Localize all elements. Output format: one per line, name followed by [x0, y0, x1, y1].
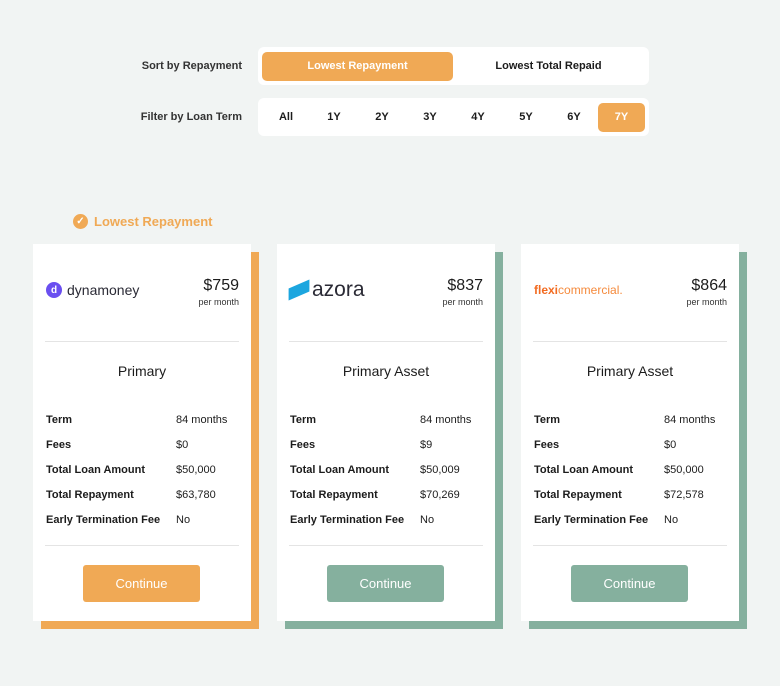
filter-3y[interactable]: 3Y: [423, 111, 437, 123]
value: No: [664, 513, 679, 526]
row-early-termination: Early Termination Fee No: [290, 507, 483, 532]
value: $50,009: [420, 463, 460, 476]
per-month: per month: [198, 297, 239, 307]
divider: [533, 545, 727, 546]
filter-2y[interactable]: 2Y: [375, 111, 389, 123]
lender-name: dynamoney: [67, 282, 140, 298]
filter-7y[interactable]: 7Y: [598, 102, 645, 132]
lender-logo: d dynamoney: [46, 276, 139, 304]
product-type: Primary: [117, 363, 167, 379]
lowest-repayment-badge: ✓ Lowest Repayment: [73, 214, 212, 229]
filter-6y[interactable]: 6Y: [567, 111, 581, 123]
value: $0: [664, 438, 677, 451]
monthly-amount: $759: [203, 277, 239, 294]
row-total-loan: Total Loan Amount $50,000: [534, 457, 727, 482]
filter-1y[interactable]: 1Y: [327, 111, 341, 123]
label: Fees: [290, 438, 316, 451]
sort-lowest-repayment[interactable]: Lowest Repayment: [262, 51, 453, 81]
continue-button[interactable]: Continue: [327, 565, 444, 602]
row-term: Term 84 months: [534, 407, 727, 432]
label: Total Loan Amount: [290, 463, 389, 476]
lender-name: commercial.: [558, 283, 623, 297]
label: Total Repayment: [290, 488, 378, 501]
per-month: per month: [442, 297, 483, 307]
label: Term: [534, 413, 561, 426]
continue-button[interactable]: Continue: [571, 565, 688, 602]
filter-5y[interactable]: 5Y: [519, 111, 533, 123]
label: Early Termination Fee: [290, 513, 405, 526]
azora-icon: [288, 279, 310, 301]
label: Total Repayment: [46, 488, 134, 501]
sort-lowest-total-repaid[interactable]: Lowest Total Repaid: [495, 60, 602, 72]
row-total-repayment: Total Repayment $70,269: [290, 482, 483, 507]
dynamoney-icon: d: [46, 282, 62, 298]
badge-text: Lowest Repayment: [94, 214, 213, 229]
lender-logo: azora: [288, 276, 365, 304]
value: 84 months: [664, 413, 716, 426]
row-total-loan: Total Loan Amount $50,000: [46, 457, 239, 482]
product-type: Primary Asset: [342, 363, 430, 379]
value: $9: [420, 438, 433, 451]
value: $72,578: [664, 488, 704, 501]
row-term: Term 84 months: [290, 407, 483, 432]
monthly-amount: $864: [691, 277, 727, 294]
value: $50,000: [176, 463, 216, 476]
label: Total Repayment: [534, 488, 622, 501]
lender-name-bold: flexi: [534, 283, 559, 297]
value: 84 months: [176, 413, 228, 426]
value: $50,000: [664, 463, 704, 476]
loan-card: azora $837 per month Primary Asset Term 84…: [277, 244, 503, 629]
continue-button[interactable]: Continue: [83, 565, 200, 602]
divider: [45, 545, 239, 546]
product-type: Primary Asset: [586, 363, 674, 379]
row-total-loan: Total Loan Amount $50,009: [290, 457, 483, 482]
lender-logo: flexi commercial.: [534, 276, 623, 304]
per-month: per month: [686, 297, 727, 307]
value: 84 months: [420, 413, 472, 426]
label: Term: [290, 413, 317, 426]
term-filter: All 1Y 2Y 3Y 4Y 5Y 6Y 7Y: [258, 98, 649, 136]
row-term: Term 84 months: [46, 407, 239, 432]
row-fees: Fees $0: [534, 432, 727, 457]
label: Fees: [46, 438, 72, 451]
value: $63,780: [176, 488, 216, 501]
value: No: [420, 513, 435, 526]
lender-name: azora: [312, 278, 365, 301]
value: No: [176, 513, 191, 526]
sort-label: Sort by Repayment: [141, 60, 242, 72]
label: Total Loan Amount: [534, 463, 633, 476]
divider: [533, 341, 727, 342]
label: Early Termination Fee: [46, 513, 161, 526]
row-fees: Fees $9: [290, 432, 483, 457]
label: Total Loan Amount: [46, 463, 145, 476]
monthly-amount: $837: [447, 277, 483, 294]
row-total-repayment: Total Repayment $72,578: [534, 482, 727, 507]
filter-all[interactable]: All: [278, 111, 294, 123]
row-total-repayment: Total Repayment $63,780: [46, 482, 239, 507]
label: Fees: [534, 438, 560, 451]
filter-label: Filter by Loan Term: [140, 111, 242, 123]
check-circle-icon: ✓: [73, 214, 88, 229]
label: Early Termination Fee: [534, 513, 649, 526]
value: $70,269: [420, 488, 460, 501]
divider: [289, 341, 483, 342]
row-early-termination: Early Termination Fee No: [534, 507, 727, 532]
sort-toggle: Lowest Repayment Lowest Total Repaid: [258, 47, 649, 85]
row-fees: Fees $0: [46, 432, 239, 457]
row-early-termination: Early Termination Fee No: [46, 507, 239, 532]
loan-card: d dynamoney $759 per month Primary Term 84…: [33, 244, 259, 629]
value: $0: [176, 438, 189, 451]
divider: [289, 545, 483, 546]
loan-card: flexi commercial. $864 per month Primary A…: [521, 244, 747, 629]
label: Term: [46, 413, 73, 426]
divider: [45, 341, 239, 342]
filter-4y[interactable]: 4Y: [471, 111, 485, 123]
